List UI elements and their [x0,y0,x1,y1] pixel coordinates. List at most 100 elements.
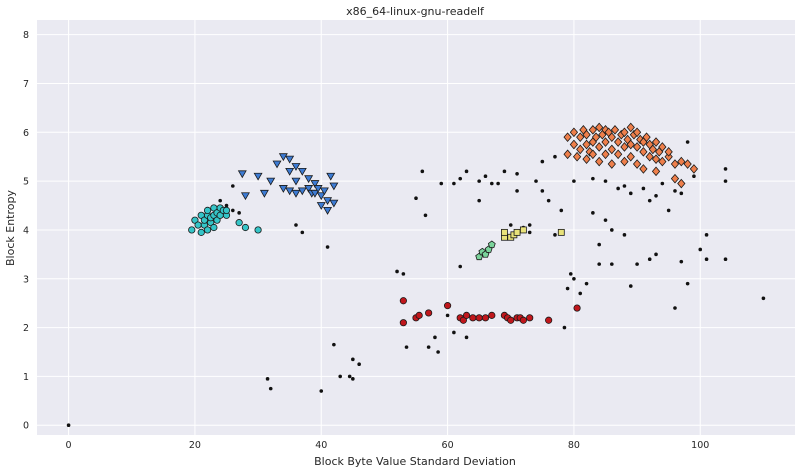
data-point-circle [519,316,527,324]
data-point-dot [679,259,684,264]
data-point-dot [445,313,450,318]
data-point-diamond [569,139,579,150]
data-point-diamond [670,173,680,184]
data-point-circle [197,228,205,236]
data-point-triangle-down [326,172,336,181]
data-point-dot [439,181,444,186]
data-point-dot [553,233,557,237]
data-point-square [557,228,565,236]
y-tick-label: 1 [23,372,29,383]
data-point-dot [477,198,481,203]
data-point-dot [540,159,545,164]
data-point-dot [568,272,573,276]
data-point-dot [647,257,652,262]
data-point-diamond [651,154,661,164]
data-point-dot [635,262,639,266]
data-point-diamond [689,164,699,174]
data-point-circle [203,226,212,234]
data-point-dot [224,203,229,208]
data-point-diamond [607,144,616,155]
data-point-square [513,228,521,236]
data-point-dot [685,140,690,144]
data-point-triangle-down [266,177,276,186]
data-point-triangle-down [310,180,320,188]
data-point-dot [723,257,728,262]
data-point-dot [761,296,766,301]
data-point-dot [584,281,589,286]
data-point-diamond [582,139,591,150]
data-point-circle [203,206,212,215]
data-point-diamond [614,137,623,147]
data-point-circle [469,314,477,322]
data-point-circle [194,221,202,229]
x-tick-label: 0 [66,440,72,451]
data-point-diamond [563,132,572,142]
data-point-triangle-down [272,160,282,169]
data-point-dot [404,345,409,349]
data-point-dot [622,233,627,237]
data-point-dot [660,181,665,186]
data-point-dot [591,176,595,181]
data-point-dot [464,169,469,174]
data-point-dot [685,281,690,286]
y-tick-label: 0 [23,421,29,432]
data-point-dot [666,208,671,213]
data-point-circle [462,311,471,319]
data-point-circle [481,314,490,322]
data-point-diamond [591,132,601,142]
data-point-dot [319,389,324,393]
data-point-dot [483,174,488,179]
data-point-triangle-down [240,192,250,201]
data-point-dot [332,342,336,347]
data-point-dot [723,167,728,171]
data-point-diamond [632,159,642,169]
data-point-diamond [677,156,686,167]
data-point-circle [526,314,534,322]
data-point-dot [426,345,431,349]
data-point-dot [464,335,469,340]
data-point-dot [622,184,627,188]
data-point-dot [572,179,576,183]
data-point-diamond [645,151,654,162]
y-tick-label: 7 [23,79,29,90]
data-point-dot [268,386,273,391]
data-point-dot [433,335,437,340]
data-point-triangle-down [304,185,314,193]
x-axis-label: Block Byte Value Standard Deviation [314,455,516,468]
data-point-dot [704,257,709,262]
y-tick-label: 5 [23,177,29,188]
data-point-triangle-down [285,155,295,164]
data-point-dot [597,242,601,247]
data-point-pentagon [487,240,496,248]
data-point-diamond [626,139,635,150]
data-point-dot [436,350,440,354]
y-tick-labels: 0 1 2 3 4 5 6 7 8 [23,30,29,432]
y-tick-label: 6 [23,128,29,139]
data-point-triangle-down [278,185,288,193]
data-point-triangle-down [291,163,301,171]
data-point-dot [647,198,652,203]
data-point-triangle-down [316,202,326,210]
data-point-triangle-down [323,197,333,206]
data-point-triangle-down [285,167,295,176]
data-point-dot [490,181,494,186]
data-point-diamond [582,154,591,164]
data-point-diamond [620,142,629,152]
x-tick-label: 40 [315,440,327,451]
data-point-circle [222,206,231,215]
data-point-dot [610,228,614,232]
data-point-dot [673,306,677,310]
data-point-dot [628,284,633,288]
data-point-dot [698,247,703,252]
data-point-triangle-down [319,187,329,196]
data-point-triangle-down [237,170,247,179]
data-point-diamond [670,159,680,169]
data-point-dot [673,189,677,193]
data-point-dot [679,191,684,196]
data-point-dot [452,330,456,335]
data-point-diamond [639,147,648,157]
data-point-dot [496,181,500,186]
x-tick-label: 80 [568,440,580,451]
data-point-triangle-down [323,207,333,215]
